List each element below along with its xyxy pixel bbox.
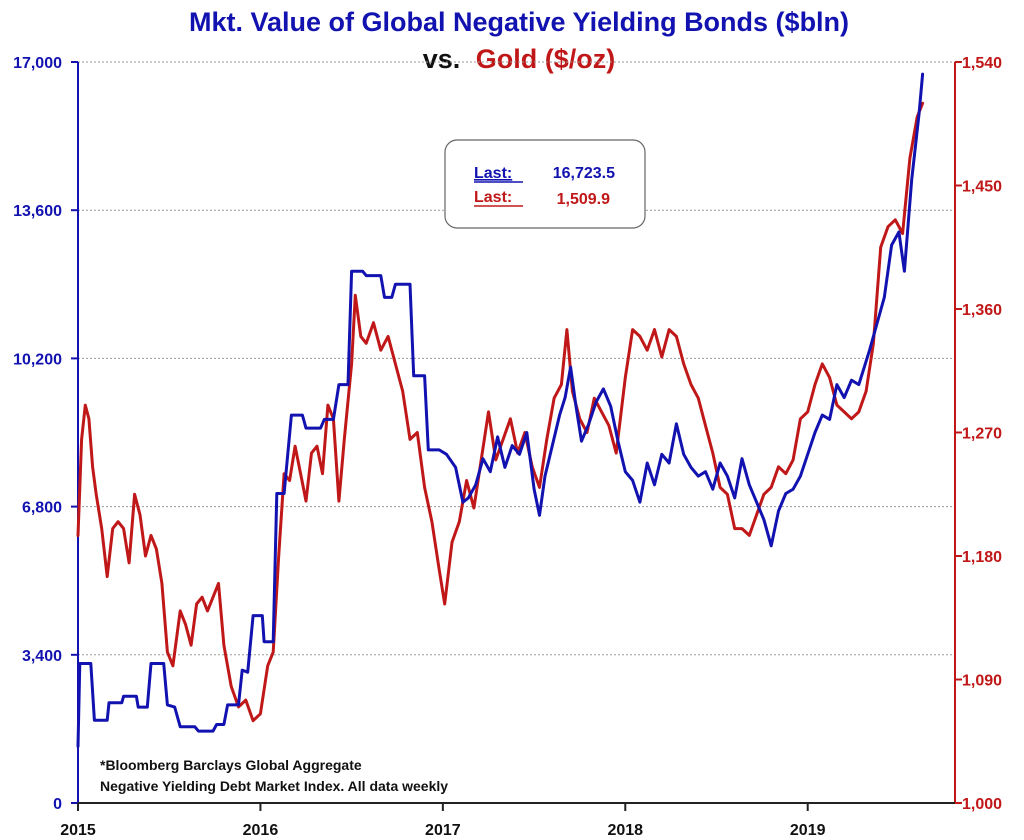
right-tick-label: 1,360 — [962, 302, 1002, 319]
left-tick-label: 3,400 — [22, 648, 62, 665]
left-tick-label: 10,200 — [13, 351, 62, 368]
last-label-bonds: Last: — [474, 165, 512, 182]
chart-title: Mkt. Value of Global Negative Yielding B… — [189, 7, 849, 37]
x-tick-label: 2017 — [425, 822, 461, 839]
bonds-series-line — [76, 72, 925, 748]
right-tick-label: 1,270 — [962, 426, 1002, 443]
footnote-line-1: *Bloomberg Barclays Global Aggregate — [100, 757, 362, 773]
last-value-gold: 1,509.9 — [557, 191, 610, 208]
tick-labels: 0 3,400 6,800 10,200 13,600 17,000 1,000 1,090 1… — [13, 55, 1002, 839]
x-tick-label: 2016 — [243, 822, 279, 839]
x-tick-label: 2015 — [60, 822, 96, 839]
last-value-bonds: 16,723.5 — [553, 165, 615, 182]
last-label-gold: Last: — [474, 189, 512, 206]
last-value-box-frame — [444, 139, 646, 229]
right-tick-label: 1,450 — [962, 179, 1002, 196]
x-tick-label: 2018 — [607, 822, 643, 839]
left-tick-label: 17,000 — [13, 55, 62, 72]
subtitle-series: Gold ($/oz) — [476, 44, 615, 74]
right-tick-label: 1,000 — [962, 796, 1002, 813]
last-value-box: Last: 16,723.5 Last: 1,509.9 — [444, 139, 646, 229]
right-tick-label: 1,090 — [962, 673, 1002, 690]
left-tick-label: 6,800 — [22, 500, 62, 517]
chart-subtitle: vs. Gold ($/oz) — [423, 44, 616, 74]
left-tick-label: 0 — [53, 796, 62, 813]
right-tick-label: 1,180 — [962, 549, 1002, 566]
right-tick-label: 1,540 — [962, 55, 1002, 72]
subtitle-prefix: vs. — [423, 44, 461, 74]
left-tick-label: 13,600 — [13, 203, 62, 220]
x-tick-label: 2019 — [790, 822, 826, 839]
footnote-line-2: Negative Yielding Debt Market Index. All… — [100, 778, 448, 794]
series-lines — [76, 72, 925, 748]
gold-series-line — [76, 101, 925, 723]
